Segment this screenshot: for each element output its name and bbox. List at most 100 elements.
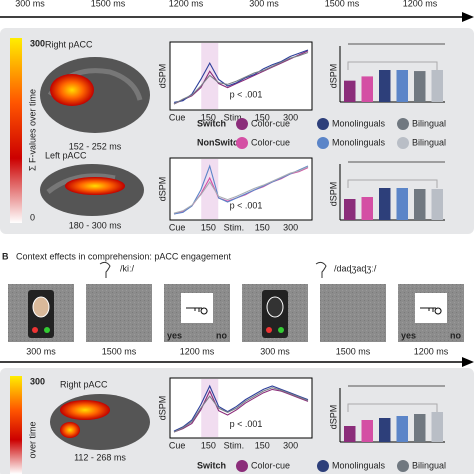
- legend-swatch: [317, 118, 329, 130]
- label: dSPM: [328, 182, 338, 207]
- brain: [50, 394, 150, 450]
- label: 1200 ms: [403, 0, 438, 8]
- significance-bracket: [347, 179, 438, 188]
- label: Stim.: [224, 440, 245, 450]
- label: 150: [255, 222, 270, 232]
- bar: [361, 76, 373, 102]
- label: B: [2, 251, 9, 261]
- label: 150: [201, 112, 216, 122]
- label: 180 - 300 ms: [69, 220, 122, 230]
- arrow-head: [462, 357, 474, 367]
- bar: [344, 426, 356, 442]
- bar: [361, 197, 373, 220]
- call-button: [32, 327, 38, 333]
- label: Σ F-values over time: [27, 89, 37, 171]
- bar: [396, 416, 408, 442]
- label: Color-cue: [251, 460, 290, 470]
- bar: [414, 414, 426, 442]
- brain: [40, 164, 144, 216]
- trace: [173, 387, 309, 433]
- label: dSPM: [157, 396, 167, 421]
- highlight: [201, 159, 219, 219]
- call-button: [278, 327, 284, 333]
- trace: [173, 49, 309, 103]
- legend-swatch: [236, 460, 248, 472]
- plot-area: [169, 157, 313, 221]
- trace: [173, 166, 309, 214]
- frame: [86, 284, 152, 342]
- label: Stim.: [224, 222, 245, 232]
- label: 1500 ms: [336, 346, 371, 356]
- label: 1200 ms: [169, 0, 204, 8]
- label: Stim.: [224, 112, 245, 122]
- bar: [431, 189, 443, 220]
- legend-swatch: [236, 118, 248, 130]
- label: Monolinguals: [332, 118, 386, 128]
- brain: [40, 57, 150, 133]
- trace: [173, 50, 309, 105]
- label: 1500 ms: [102, 346, 137, 356]
- legend-swatch: [317, 460, 329, 472]
- sound-icon: [315, 261, 327, 278]
- legend-swatch: [317, 137, 329, 149]
- legend-swatch: [236, 137, 248, 149]
- face: [266, 296, 284, 318]
- label: dSPM: [328, 405, 338, 430]
- significance-bracket: [347, 403, 438, 412]
- colorbar: [10, 38, 22, 223]
- bar: [431, 412, 443, 442]
- bar: [344, 199, 356, 220]
- significance-bracket: [347, 61, 438, 70]
- trace: [173, 164, 309, 215]
- label: Cue: [169, 222, 186, 232]
- label: 300 ms: [260, 346, 290, 356]
- trace: [173, 384, 309, 432]
- label: dSPM: [157, 177, 167, 202]
- label: 300: [30, 38, 45, 48]
- label: Color-cue: [251, 137, 290, 147]
- bar: [344, 80, 356, 102]
- bar: [414, 71, 426, 102]
- label: 1200 ms: [414, 346, 449, 356]
- label: /daɖʒaɖʒː/: [334, 263, 377, 273]
- label: 1500 ms: [325, 0, 360, 8]
- label: Bilingual: [412, 460, 446, 470]
- label: 300 ms: [26, 346, 56, 356]
- label: 300: [283, 222, 298, 232]
- bar: [379, 188, 391, 220]
- call-button: [266, 327, 272, 333]
- label: 152 - 252 ms: [69, 141, 122, 151]
- bar: [379, 418, 391, 442]
- call-button: [44, 327, 50, 333]
- highlight: [201, 379, 219, 437]
- frame: [320, 284, 386, 342]
- label: Cue: [169, 440, 186, 450]
- bar: [396, 70, 408, 102]
- label: 112 - 268 ms: [74, 452, 126, 462]
- label: 300: [30, 376, 45, 386]
- legend-swatch: [397, 137, 409, 149]
- label: Left pACC: [45, 150, 87, 160]
- label: Bilingual: [412, 118, 446, 128]
- drawing: [420, 307, 442, 315]
- label: Switch: [197, 460, 226, 470]
- label: Monolinguals: [332, 460, 386, 470]
- label: 150: [201, 440, 216, 450]
- legend-swatch: [397, 460, 409, 472]
- label: Color-cue: [251, 118, 290, 128]
- label: 0: [30, 212, 35, 222]
- drawing: [186, 307, 208, 315]
- legend-swatch: [397, 118, 409, 130]
- label: 150: [255, 440, 270, 450]
- label: yes: [167, 330, 182, 340]
- bar: [414, 189, 426, 220]
- label: 300: [283, 112, 298, 122]
- label: 300 ms: [15, 0, 45, 8]
- label: 150: [255, 112, 270, 122]
- label: yes: [401, 330, 416, 340]
- label: NonSwitch: [197, 137, 244, 147]
- label: p < .001: [230, 201, 263, 211]
- label: Right pACC: [60, 379, 108, 389]
- label: Right pACC: [45, 39, 93, 49]
